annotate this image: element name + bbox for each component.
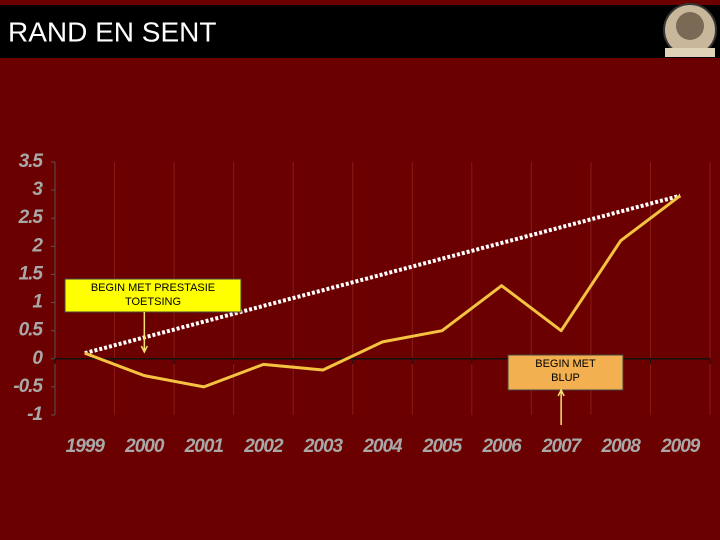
y-tick-label: 2.5 bbox=[18, 207, 44, 228]
annotation-text: BLUP bbox=[551, 372, 580, 384]
y-tick-label: 1.5 bbox=[19, 263, 44, 284]
annotation: BEGIN MET BLUP bbox=[507, 354, 624, 425]
y-tick-label: 3.5 bbox=[19, 151, 44, 172]
title-bar bbox=[0, 5, 720, 58]
y-tick-label: 0 bbox=[32, 348, 43, 369]
annotation-text: TOETSING bbox=[125, 296, 181, 308]
annotation: BEGIN MET PRESTASIE TOETSING bbox=[64, 278, 242, 354]
y-tick-label: -1 bbox=[27, 404, 42, 425]
annotation-text: BEGIN MET bbox=[535, 358, 596, 370]
x-tick-label: 2006 bbox=[481, 436, 522, 457]
y-tick-label: 2 bbox=[31, 235, 43, 256]
y-tick-label: 3 bbox=[32, 179, 43, 200]
x-tick-label: 2004 bbox=[362, 436, 403, 457]
x-tick-label: 2002 bbox=[243, 436, 284, 457]
x-tick-label: 2005 bbox=[422, 436, 463, 457]
annotation-arrowhead bbox=[140, 345, 148, 354]
y-tick-label: 0.5 bbox=[19, 320, 44, 341]
annotation-arrowhead bbox=[557, 388, 565, 397]
logo bbox=[663, 3, 717, 57]
x-tick-label: 2003 bbox=[303, 436, 344, 457]
annotation-box bbox=[507, 354, 624, 391]
x-tick-label: 2007 bbox=[541, 436, 583, 457]
slide-title: RAND EN SENT bbox=[8, 16, 216, 47]
x-tick-label: 1999 bbox=[66, 436, 106, 457]
annotation-text: BEGIN MET PRESTASIE bbox=[91, 282, 215, 294]
x-tick-label: 2008 bbox=[601, 436, 642, 457]
trend-line bbox=[84, 193, 681, 356]
y-tick-label: 1 bbox=[32, 292, 42, 313]
x-tick-label: 2000 bbox=[124, 436, 165, 457]
x-tick-label: 2009 bbox=[660, 436, 701, 457]
y-tick-label: -0.5 bbox=[13, 376, 43, 397]
x-tick-label: 2001 bbox=[184, 436, 224, 457]
annotation-box bbox=[64, 278, 242, 313]
data-line bbox=[84, 194, 682, 389]
